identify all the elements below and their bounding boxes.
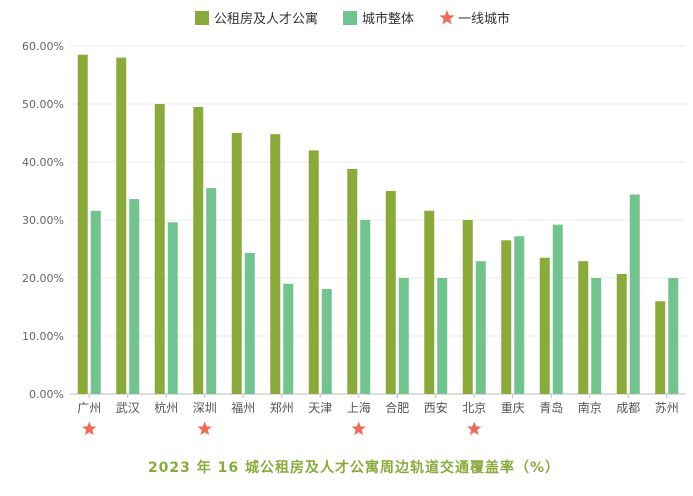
x-tick-label: 广州 [77,401,101,415]
x-tick-label: 苏州 [655,401,679,415]
bar-public-housing[interactable] [501,240,512,394]
bar-public-housing[interactable] [424,210,435,394]
bar-city-overall[interactable] [591,278,602,394]
x-tick-label: 北京 [462,401,486,415]
bar-public-housing[interactable] [385,191,396,394]
y-tick-label: 40.00% [22,156,64,169]
x-tick-label: 成都 [616,401,640,415]
x-axis: 广州 武汉 杭州 深圳 福州 郑州 天津 上海 合肥 西安 北京 重庆 青岛 南京 成都 苏州 [77,394,679,415]
bar-city-overall[interactable] [514,236,525,394]
bar-public-housing[interactable] [116,57,127,394]
bar-city-overall[interactable] [629,194,640,394]
x-tick-label: 深圳 [193,401,217,415]
bar-public-housing[interactable] [578,261,589,394]
bar-public-housing[interactable] [231,133,242,394]
y-tick-label: 50.00% [22,98,64,111]
legend-label-tier1: 一线城市 [458,11,510,27]
x-tick-label: 青岛 [539,400,563,415]
bar-public-housing[interactable] [655,301,666,394]
bar-city-overall[interactable] [398,278,409,394]
bar-public-housing[interactable] [154,104,165,394]
legend-star-icon [439,10,455,25]
legend-item-public-housing[interactable]: 公租房及人才公寓 [195,11,318,27]
x-tick-label: 南京 [578,400,602,415]
bar-city-overall[interactable] [206,188,217,394]
x-tick-label: 杭州 [154,400,178,415]
bar-city-overall[interactable] [552,224,563,394]
y-tick-label: 20.00% [22,272,64,285]
bar-public-housing[interactable] [270,134,281,394]
bar-public-housing[interactable] [616,273,627,394]
tier1-star-icon [82,421,97,436]
x-tick-label: 重庆 [501,401,525,415]
x-tick-label: 天津 [308,401,332,415]
y-tick-label: 10.00% [22,330,64,343]
tier1-star-icon [351,421,366,436]
y-axis: 0.00% 10.00% 20.00% 30.00% 40.00% 50.00% 60.00… [22,40,686,401]
bar-city-overall[interactable] [668,278,679,394]
x-tick-label: 西安 [424,400,448,415]
tier1-star-icon [197,421,212,436]
bar-public-housing[interactable] [347,168,358,394]
legend-label-city-overall: 城市整体 [362,11,414,27]
x-tick-label: 合肥 [385,400,409,415]
bar-public-housing[interactable] [308,150,319,394]
legend-swatch-city-overall [343,11,357,25]
tier1-markers [82,421,482,436]
y-tick-label: 60.00% [22,40,64,53]
bars [77,54,679,395]
legend-item-city-overall[interactable]: 城市整体 [343,11,414,27]
bar-public-housing[interactable] [193,106,204,395]
bar-city-overall[interactable] [90,210,101,394]
x-tick-label: 武汉 [116,401,140,415]
bar-public-housing[interactable] [77,54,88,394]
bar-city-overall[interactable] [244,253,255,394]
x-tick-label: 郑州 [270,400,294,415]
bar-city-overall[interactable] [475,261,486,394]
bar-city-overall[interactable] [437,278,448,394]
legend-swatch-public-housing [195,11,209,25]
bar-city-overall[interactable] [283,283,294,394]
y-tick-label: 0.00% [29,388,64,401]
bar-public-housing[interactable] [462,220,473,394]
bar-city-overall[interactable] [167,222,178,394]
legend-item-tier1[interactable]: 一线城市 [439,10,510,27]
x-tick-label: 福州 [231,400,255,415]
bar-city-overall[interactable] [360,220,371,394]
y-tick-label: 30.00% [22,214,64,227]
legend: 公租房及人才公寓 城市整体 一线城市 [195,10,510,27]
bar-city-overall[interactable] [321,289,332,394]
legend-label-public-housing: 公租房及人才公寓 [214,11,318,27]
tier1-star-icon [467,421,482,436]
chart-title: 2023 年 16 城公租房及人才公寓周边轨道交通覆盖率（%） [148,459,560,476]
x-tick-label: 上海 [347,400,371,415]
bar-city-overall[interactable] [129,199,140,394]
bar-public-housing[interactable] [539,257,550,394]
